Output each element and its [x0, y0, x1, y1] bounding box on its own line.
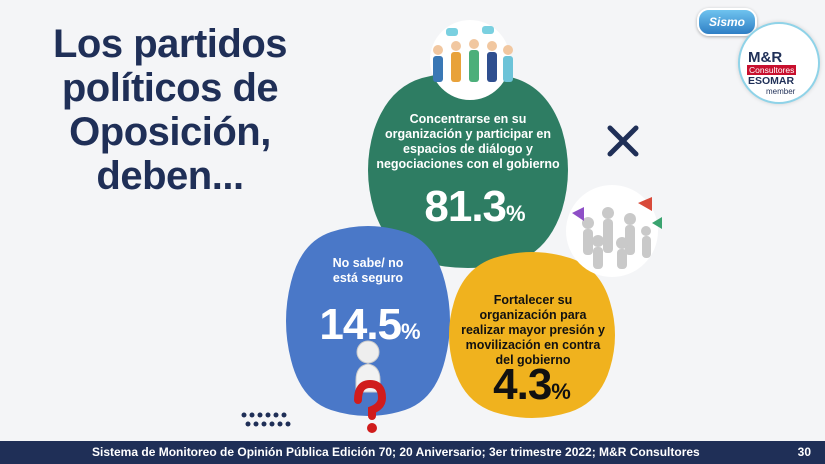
option-value-yellow-number: 4.3	[493, 360, 552, 409]
page-title: Los partidos políticos de Oposición, deb…	[52, 22, 288, 198]
footer-text: Sistema de Monitoreo de Opinión Pública …	[92, 445, 700, 459]
mr-logo-subtext: Consultores	[747, 65, 797, 75]
footer-bar: Sistema de Monitoreo de Opinión Pública …	[0, 441, 825, 464]
page-number: 30	[797, 445, 811, 459]
cross-decoration-icon	[607, 125, 639, 157]
sismo-logo: Sismo	[697, 8, 757, 36]
option-value-blue: 14.5%	[310, 302, 430, 355]
option-value-green: 81.3%	[400, 184, 550, 237]
option-label-green: Concentrarse en su organización y partic…	[376, 112, 560, 171]
mr-logo-text: M&R	[748, 49, 783, 66]
esomar-logo-circle	[738, 22, 820, 104]
option-value-green-number: 81.3	[424, 182, 507, 231]
option-blue-shape	[286, 226, 450, 416]
option-green-shape	[368, 72, 568, 268]
dots-decoration-icon	[241, 412, 291, 427]
option-value-yellow-unit: %	[551, 379, 571, 404]
option-yellow-shape	[449, 252, 615, 418]
option-value-blue-number: 14.5	[319, 300, 402, 349]
option-label-yellow: Fortalecer su organización para realizar…	[461, 293, 605, 367]
option-value-yellow: 4.3%	[482, 362, 582, 415]
crowd-megaphone-icon	[566, 185, 662, 277]
option-value-blue-unit: %	[401, 319, 421, 344]
option-label-blue: No sabe/ no está seguro	[332, 256, 404, 285]
question-thinker-icon	[354, 340, 387, 433]
esomar-member-text: member	[766, 87, 796, 96]
people-group-icon	[430, 20, 513, 100]
esomar-logo-text: ESOMAR	[748, 75, 795, 87]
option-value-green-unit: %	[506, 201, 526, 226]
